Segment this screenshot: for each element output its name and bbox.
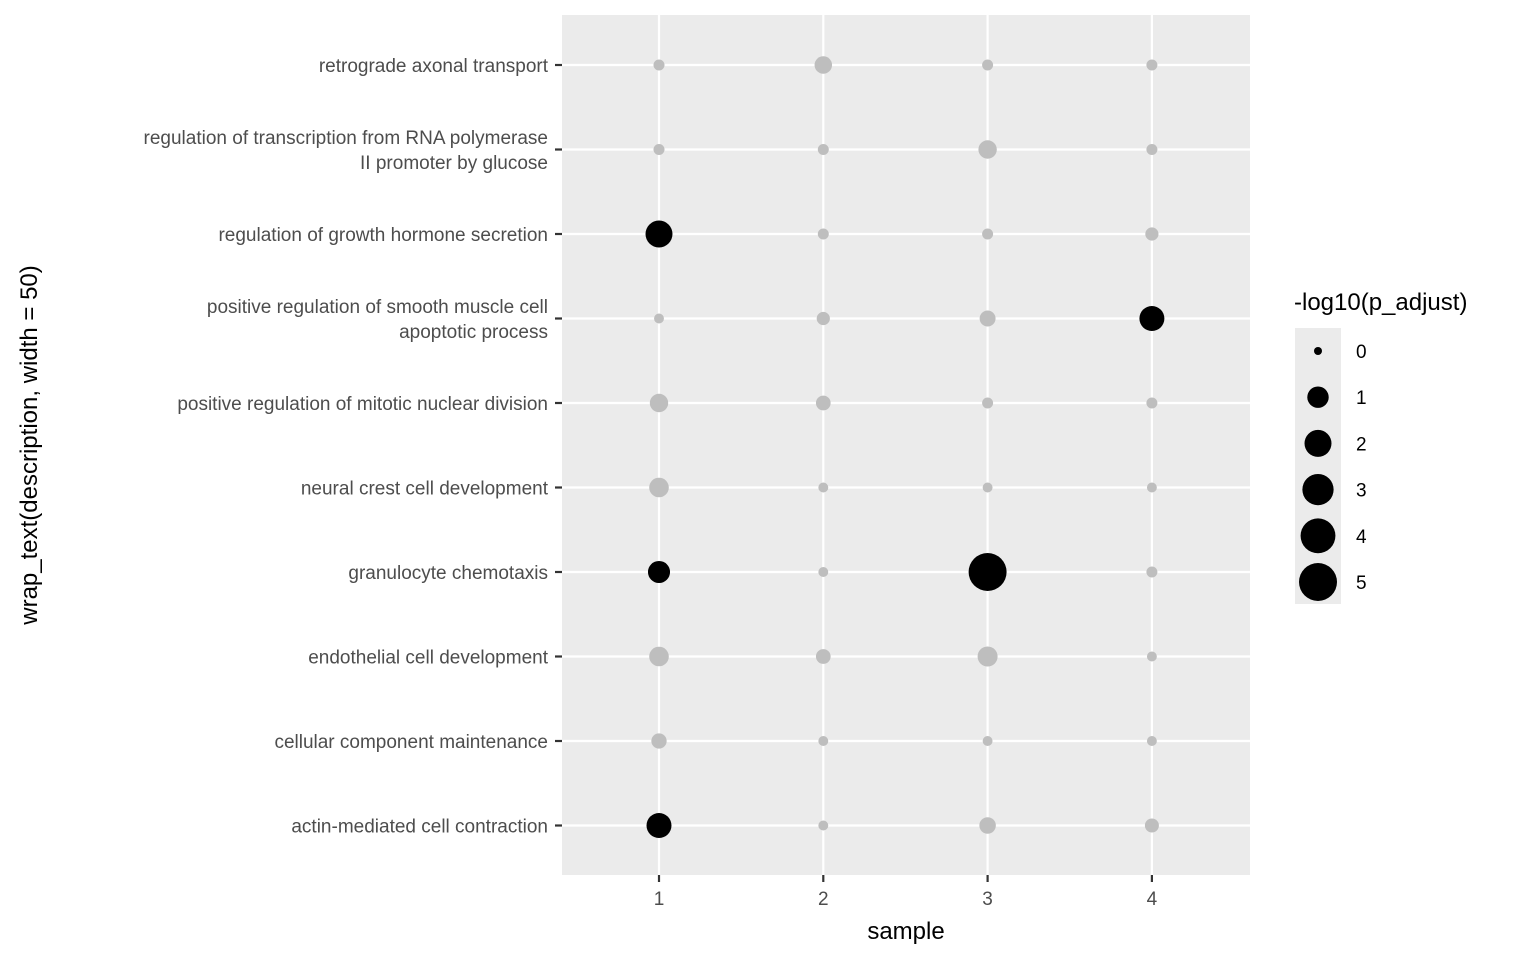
y-tick-label: retrograde axonal transport bbox=[319, 56, 549, 77]
y-tick-label: actin-mediated cell contraction bbox=[291, 817, 548, 838]
data-point bbox=[1139, 306, 1165, 331]
x-tick-label: 4 bbox=[1147, 889, 1158, 910]
data-point bbox=[817, 144, 829, 155]
y-tick-label: cellular component maintenance bbox=[274, 732, 548, 753]
legend-key-circle bbox=[1307, 386, 1329, 408]
data-point bbox=[982, 228, 994, 240]
data-point bbox=[654, 313, 664, 324]
data-point bbox=[982, 482, 993, 493]
y-tick-label: endothelial cell development bbox=[308, 648, 548, 669]
y-tick-label: granulocyte chemotaxis bbox=[348, 563, 548, 584]
legend-label: 4 bbox=[1356, 527, 1367, 548]
legend-label: 5 bbox=[1356, 573, 1367, 594]
data-point bbox=[1146, 566, 1158, 578]
y-tick-label: apoptotic process bbox=[399, 322, 548, 343]
y-tick-label: II promoter by glucose bbox=[360, 153, 548, 174]
legend-key-circle bbox=[1300, 518, 1336, 554]
data-point bbox=[982, 736, 993, 746]
legend-key-circle bbox=[1314, 347, 1322, 355]
y-axis: retrograde axonal transport regulation of… bbox=[144, 56, 562, 838]
data-point bbox=[653, 144, 665, 155]
data-point bbox=[979, 310, 996, 327]
legend-key-circle bbox=[1304, 429, 1332, 457]
data-point bbox=[649, 393, 669, 413]
y-tick-label: neural crest cell development bbox=[301, 479, 549, 500]
y-tick-label: positive regulation of mitotic nuclear d… bbox=[177, 394, 548, 415]
x-tick-label: 1 bbox=[654, 889, 665, 910]
y-axis-title: wrap_text(description, width = 50) bbox=[16, 265, 43, 626]
data-point bbox=[1146, 59, 1158, 71]
size-legend: -log10(p_adjust) 0 1 2 3 4 5 bbox=[1294, 289, 1467, 604]
y-tick-label: regulation of growth hormone secretion bbox=[218, 225, 548, 246]
data-point bbox=[818, 567, 829, 577]
legend-key-background bbox=[1295, 328, 1341, 604]
legend-items: 0 1 2 3 4 5 bbox=[1299, 342, 1367, 601]
data-point bbox=[649, 646, 669, 667]
data-point bbox=[1146, 736, 1157, 746]
data-point bbox=[1146, 144, 1158, 155]
data-point bbox=[653, 59, 665, 71]
data-point bbox=[651, 733, 667, 749]
data-point bbox=[1146, 651, 1157, 662]
data-point bbox=[814, 56, 833, 74]
data-point bbox=[1145, 227, 1159, 241]
x-axis-title: sample bbox=[867, 918, 944, 945]
data-point bbox=[649, 477, 669, 498]
data-point bbox=[818, 820, 829, 831]
data-point bbox=[646, 813, 672, 838]
legend-label: 2 bbox=[1356, 434, 1367, 455]
data-point bbox=[982, 397, 994, 409]
plot-panel bbox=[562, 15, 1250, 875]
data-point bbox=[815, 395, 831, 411]
data-point bbox=[1144, 818, 1159, 833]
y-tick-label: regulation of transcription from RNA pol… bbox=[144, 128, 548, 149]
x-axis: 1 2 3 4 bbox=[654, 875, 1158, 910]
legend-label: 1 bbox=[1356, 388, 1367, 409]
x-tick-label: 2 bbox=[818, 889, 829, 910]
data-point bbox=[977, 646, 998, 667]
legend-label: 3 bbox=[1356, 481, 1367, 502]
x-tick-label: 3 bbox=[982, 889, 993, 910]
data-point bbox=[1146, 397, 1158, 409]
y-tick-label: positive regulation of smooth muscle cel… bbox=[207, 297, 548, 318]
data-point bbox=[1146, 482, 1157, 493]
data-point bbox=[979, 817, 996, 834]
data-points bbox=[645, 56, 1165, 838]
data-point bbox=[978, 140, 997, 159]
legend-key-circle bbox=[1302, 473, 1334, 506]
data-point bbox=[818, 482, 829, 493]
data-point bbox=[817, 228, 829, 240]
data-point bbox=[968, 553, 1007, 591]
data-point bbox=[816, 311, 830, 326]
data-point bbox=[815, 649, 831, 664]
legend-title: -log10(p_adjust) bbox=[1294, 289, 1467, 316]
legend-key-circle bbox=[1299, 563, 1337, 601]
data-point bbox=[645, 220, 673, 248]
data-point bbox=[818, 736, 829, 746]
data-point bbox=[647, 560, 671, 584]
grid-lines bbox=[562, 15, 1250, 875]
legend-label: 0 bbox=[1356, 342, 1367, 363]
data-point bbox=[982, 59, 994, 71]
